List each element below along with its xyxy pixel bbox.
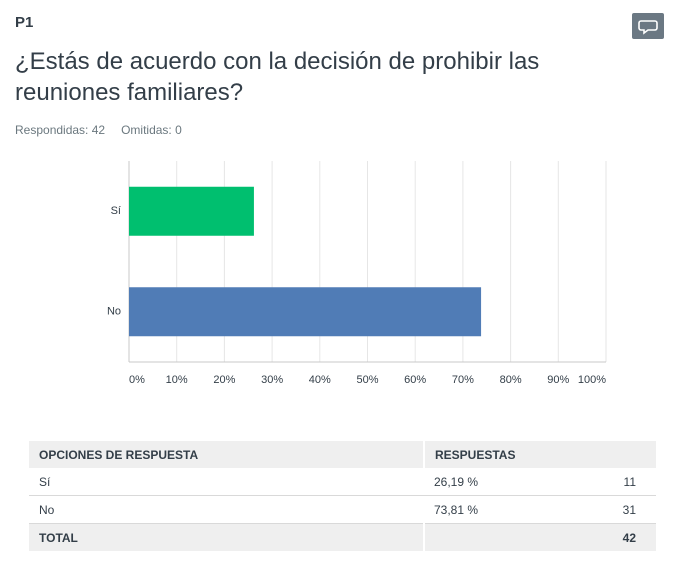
x-tick-label: 0% — [129, 374, 145, 386]
x-tick-label: 40% — [309, 374, 331, 386]
comment-icon — [638, 20, 658, 35]
x-tick-label: 60% — [404, 374, 426, 386]
skipped: Omitidas: 0 — [121, 123, 182, 137]
cell — [422, 523, 563, 551]
cell: 11 — [562, 468, 656, 496]
answered: Respondidas: 42 — [15, 123, 106, 137]
question-id: P1 — [15, 14, 34, 31]
x-tick-label: 100% — [578, 374, 606, 386]
header-cell: RESPUESTAS — [423, 441, 656, 468]
cell: 42 — [562, 523, 656, 551]
cell: 26,19 % — [424, 468, 563, 496]
table-total: TOTAL 42 — [29, 523, 656, 551]
cell: No — [29, 495, 424, 524]
table-row: No 73,81 % 31 — [29, 495, 656, 524]
cell: Sí — [29, 468, 424, 496]
table-header: OPCIONES DE RESPUESTA RESPUESTAS — [29, 441, 656, 468]
question-title: ¿Estás de acuerdo con la decisión de pro… — [15, 48, 540, 106]
cell: 31 — [562, 495, 656, 524]
chart: 0% 10% 20% 30% 40% 50% 60% 70% 80% 90% 100% Sí No — [107, 161, 607, 386]
header-cell: OPCIONES DE RESPUESTA — [29, 441, 424, 468]
y-tick-label: No — [107, 306, 121, 318]
bar — [129, 186, 254, 236]
x-tick-label: 80% — [500, 374, 522, 386]
x-tick-label: 20% — [213, 374, 235, 386]
bar — [129, 287, 482, 337]
comment-button[interactable] — [632, 13, 664, 39]
x-tick-label: 10% — [166, 374, 188, 386]
table-row: Sí 26,19 % 11 — [29, 468, 656, 496]
stats: Respondidas: 42 Omitidas: 0 — [15, 123, 198, 137]
cell: TOTAL — [29, 523, 424, 551]
y-tick-label: Sí — [111, 205, 121, 217]
results-table: OPCIONES DE RESPUESTA RESPUESTAS Sí 26,1… — [29, 441, 656, 551]
x-tick-label: 30% — [261, 374, 283, 386]
x-tick-label: 90% — [547, 374, 569, 386]
cell: 73,81 % — [424, 495, 563, 524]
x-tick-label: 70% — [452, 374, 474, 386]
x-tick-label: 50% — [356, 374, 378, 386]
